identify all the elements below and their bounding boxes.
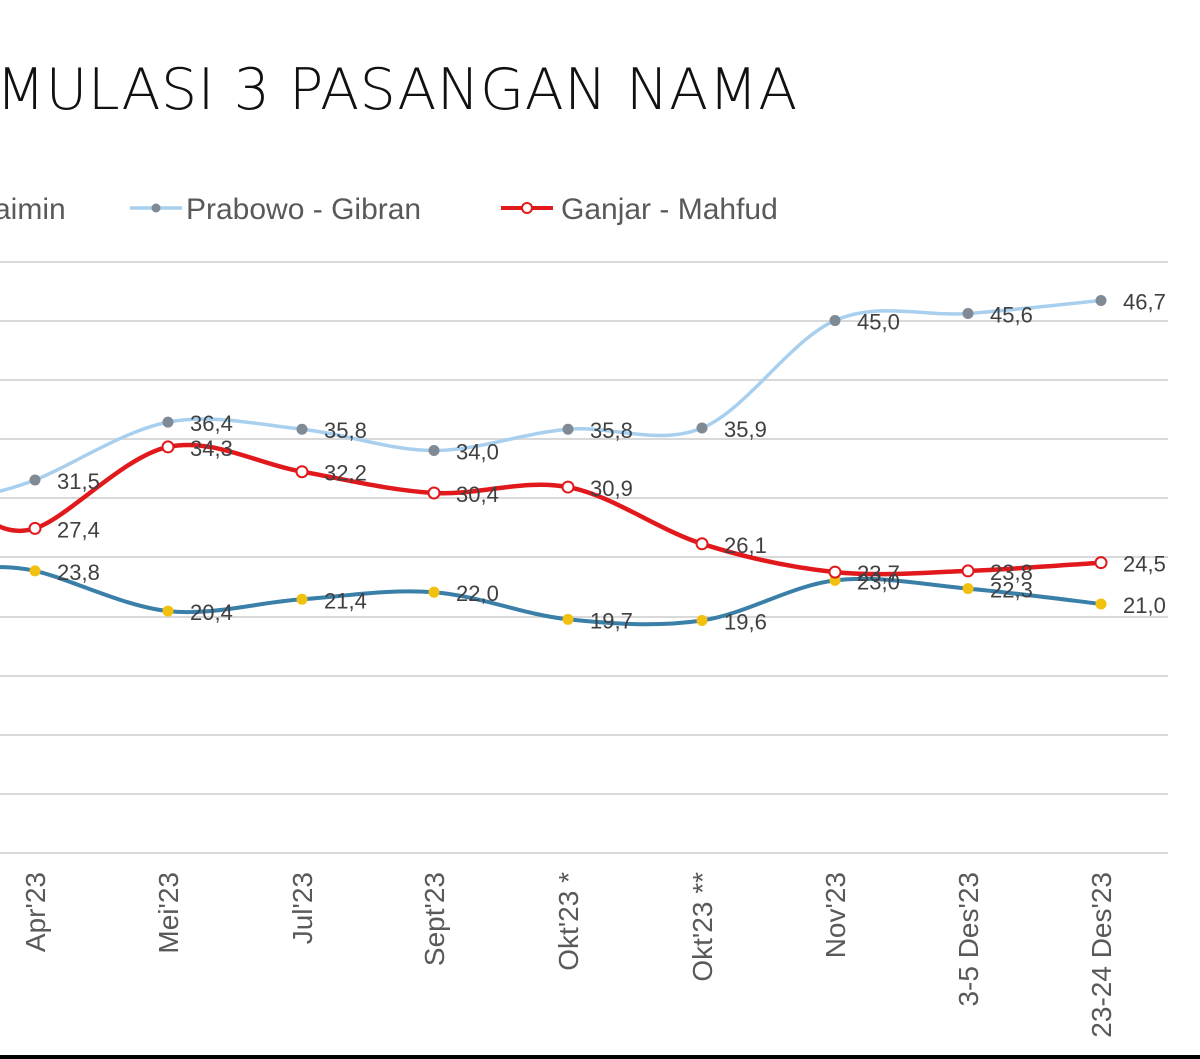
x-tick-label: Apr'23 — [20, 872, 51, 952]
data-label: 26,1 — [724, 533, 767, 558]
data-label: 20,4 — [190, 600, 233, 625]
data-point — [695, 537, 709, 551]
series-line — [0, 442, 1104, 577]
legend-item: aimin — [0, 193, 66, 226]
data-label: 30,9 — [590, 476, 633, 501]
data-label: 23,8 — [57, 560, 100, 585]
data-point — [961, 564, 975, 578]
bottom-border — [0, 1055, 1200, 1059]
data-point — [162, 416, 174, 428]
data-point — [161, 440, 175, 454]
data-label: 46,7 — [1123, 289, 1166, 314]
data-label: 23,8 — [990, 560, 1033, 585]
data-label: 34,0 — [456, 439, 499, 464]
series-lines — [0, 298, 1104, 627]
x-tick-label: 23-24 Des'23 — [1086, 872, 1117, 1038]
x-tick-label: Okt'23 * — [553, 872, 584, 971]
legend-item: Ganjar - Mahfud — [501, 193, 778, 226]
data-point — [428, 586, 440, 598]
series-line — [0, 565, 1103, 627]
data-point — [428, 444, 440, 456]
data-label: 27,4 — [57, 517, 100, 542]
data-point — [29, 565, 41, 577]
data-point — [829, 315, 841, 327]
data-point — [561, 480, 575, 494]
data-point — [28, 521, 42, 535]
data-label: 19,7 — [590, 608, 633, 633]
data-point — [962, 583, 974, 595]
data-labels: 31,5 36,4 35,8 34,0 35,8 35,9 45,0 45,6 46,7 23,8… — [57, 289, 1166, 634]
data-label: 22,3 — [990, 578, 1033, 603]
x-tick-label: Nov'23 — [820, 872, 851, 958]
legend-label: Prabowo - Gibran — [186, 193, 421, 226]
data-label: 45,6 — [990, 302, 1033, 327]
data-label: 21,0 — [1123, 593, 1166, 618]
data-point — [295, 465, 309, 479]
data-point — [696, 615, 708, 627]
legend-item: Prabowo - Gibran — [130, 193, 421, 226]
data-label: 32,2 — [324, 461, 367, 486]
data-label: 36,4 — [190, 411, 233, 436]
data-label: 24,5 — [1123, 552, 1166, 577]
data-label: 19,6 — [724, 610, 767, 635]
data-label: 35,8 — [324, 418, 367, 443]
series-markers — [28, 294, 1108, 627]
data-point — [962, 307, 974, 319]
data-point — [828, 565, 842, 579]
data-point — [29, 474, 41, 486]
data-label: 31,5 — [57, 469, 100, 494]
data-label: 21,4 — [324, 588, 367, 613]
data-point — [162, 605, 174, 617]
data-label: 23,7 — [857, 561, 900, 586]
data-label: 34,3 — [190, 436, 233, 461]
legend-swatch-marker — [151, 203, 161, 213]
legend: aimin Prabowo - Gibran Ganjar - Mahfud — [0, 193, 778, 226]
x-axis-labels: Apr'23 Mei'23 Jul'23 Sept'23 Okt'23 * Okt'23 … — [20, 872, 1117, 1038]
series-line — [0, 298, 1103, 493]
gridlines — [0, 261, 1168, 854]
data-label: 22,0 — [456, 581, 499, 606]
data-point — [427, 486, 441, 500]
data-label: 45,0 — [857, 310, 900, 335]
legend-label: aimin — [0, 193, 66, 226]
x-tick-label: Sept'23 — [419, 872, 450, 966]
data-label: 30,4 — [456, 482, 499, 507]
data-point — [562, 423, 574, 435]
data-label: 35,9 — [724, 417, 767, 442]
data-point — [696, 422, 708, 434]
x-tick-label: 3-5 Des'23 — [953, 872, 984, 1007]
legend-swatch-marker — [521, 202, 533, 214]
x-tick-label: Okt'23 ** — [687, 872, 718, 982]
data-point — [1094, 556, 1108, 570]
data-point — [296, 593, 308, 605]
data-point — [1095, 294, 1107, 306]
x-tick-label: Mei'23 — [153, 872, 184, 954]
data-label: 23,0 — [857, 569, 900, 594]
data-point — [562, 613, 574, 625]
data-label: 35,8 — [590, 418, 633, 443]
data-point — [296, 423, 308, 435]
chart-title: MULASI 3 PASANGAN NAMA — [0, 57, 798, 123]
data-point — [1095, 598, 1107, 610]
legend-label: Ganjar - Mahfud — [561, 193, 778, 226]
x-tick-label: Jul'23 — [287, 872, 318, 944]
